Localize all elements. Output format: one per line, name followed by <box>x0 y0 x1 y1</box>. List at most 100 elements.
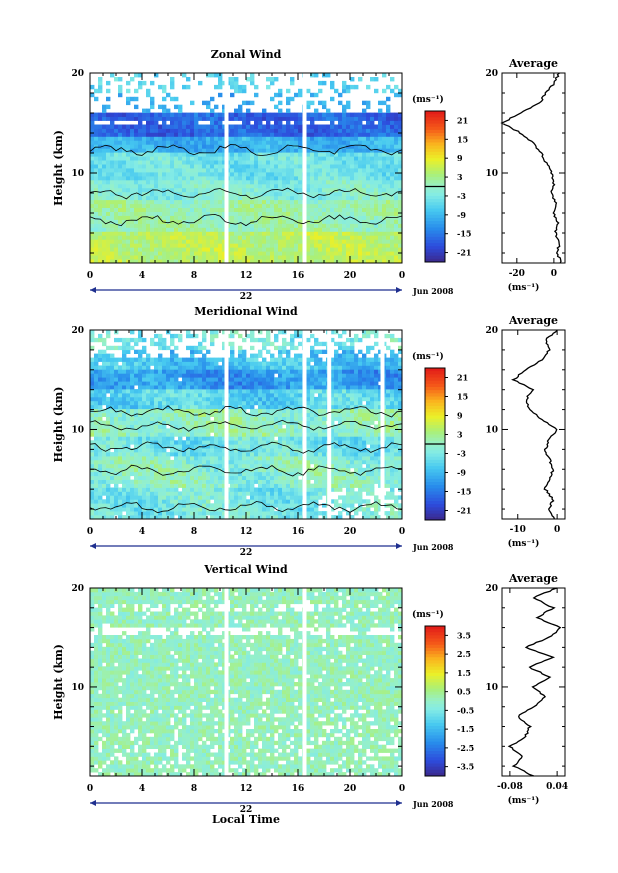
meridional-cell <box>242 515 247 520</box>
meridional-cell <box>202 404 207 410</box>
zonal-colorbar-swatch <box>425 227 445 232</box>
meridional-cell <box>186 507 191 512</box>
zonal-cell <box>326 191 331 197</box>
zonal-cell <box>230 112 235 117</box>
zonal-cell <box>390 255 395 260</box>
zonal-cell <box>150 259 155 264</box>
meridional-cell <box>94 400 99 406</box>
zonal-cell <box>238 112 243 117</box>
zonal-cell <box>170 251 175 256</box>
zonal-cell <box>198 243 203 248</box>
zonal-cell <box>170 203 175 208</box>
zonal-cell <box>154 116 159 121</box>
zonal-cell <box>186 199 191 205</box>
zonal-cell <box>166 116 171 121</box>
zonal-cell <box>346 199 351 205</box>
zonal-cell <box>162 203 167 208</box>
zonal-cell <box>238 128 243 133</box>
meridional-cell <box>186 495 191 500</box>
zonal-cell <box>290 152 295 157</box>
meridional-cell <box>134 396 139 402</box>
meridional-cell <box>114 393 119 398</box>
zonal-cell <box>270 183 275 189</box>
zonal-cell <box>326 251 331 256</box>
meridional-cell <box>170 389 175 394</box>
zonal-cell <box>206 223 211 228</box>
meridional-cell <box>126 448 131 453</box>
meridional-cell <box>218 503 223 508</box>
meridional-cell <box>142 495 147 500</box>
zonal-cell <box>94 255 99 260</box>
zonal-cell <box>102 211 107 216</box>
zonal-cell <box>386 203 391 208</box>
zonal-cell <box>322 104 327 110</box>
zonal-cell <box>98 187 103 193</box>
zonal-cell <box>254 211 259 216</box>
meridional-cell <box>126 412 131 417</box>
meridional-cell <box>218 365 223 370</box>
zonal-cell <box>186 156 191 161</box>
zonal-cell <box>142 128 147 133</box>
zonal-colorbar-swatch <box>425 155 445 159</box>
zonal-cell <box>326 156 331 161</box>
zonal-cell <box>338 172 343 177</box>
zonal-cell <box>214 223 219 228</box>
zonal-cell <box>330 120 335 125</box>
meridional-cell <box>118 456 123 461</box>
zonal-cell <box>326 239 331 244</box>
zonal-cell <box>134 195 139 201</box>
zonal-cell <box>298 140 303 145</box>
zonal-cell <box>358 199 363 205</box>
zonal-cell <box>386 140 391 145</box>
zonal-cell <box>142 243 147 248</box>
meridional-cell <box>214 448 219 453</box>
meridional-cell <box>90 404 95 410</box>
zonal-cell <box>138 243 143 248</box>
zonal-cell <box>310 195 315 201</box>
zonal-cell <box>134 73 139 78</box>
zonal-cell <box>154 73 159 78</box>
zonal-cell <box>382 207 387 212</box>
zonal-cell <box>314 179 319 185</box>
meridional-cell <box>114 491 119 496</box>
zonal-cell <box>146 140 151 145</box>
zonal-cell <box>378 152 383 157</box>
meridional-cell <box>106 369 111 374</box>
zonal-cell <box>146 128 151 133</box>
zonal-cell <box>282 144 287 149</box>
meridional-cell <box>218 436 223 441</box>
zonal-cell <box>378 211 383 216</box>
meridional-cell <box>102 396 107 402</box>
meridional-cell <box>210 385 215 390</box>
zonal-heatmap <box>90 73 403 264</box>
meridional-cell <box>170 428 175 433</box>
meridional-cell <box>146 369 151 374</box>
zonal-cell <box>222 128 227 133</box>
zonal-cell <box>262 215 267 220</box>
zonal-cell <box>390 227 395 232</box>
meridional-cell <box>118 381 123 386</box>
zonal-cell <box>270 195 275 201</box>
meridional-cell <box>122 463 127 469</box>
meridional-cell <box>182 452 187 457</box>
zonal-cell <box>322 235 327 240</box>
meridional-cell <box>210 400 215 406</box>
zonal-cell <box>310 187 315 193</box>
zonal-cell <box>262 116 267 121</box>
meridional-cell <box>122 440 127 445</box>
zonal-cell <box>330 235 335 240</box>
meridional-cell <box>114 436 119 441</box>
zonal-cell <box>98 84 103 90</box>
zonal-cell <box>298 120 303 125</box>
zonal-cell <box>342 259 347 264</box>
meridional-cell <box>166 345 171 351</box>
zonal-cell <box>130 239 135 244</box>
zonal-average-y-label: 20 <box>485 69 498 79</box>
zonal-cell <box>90 235 95 240</box>
meridional-cell <box>126 503 131 508</box>
meridional-cell <box>178 412 183 417</box>
zonal-cell <box>378 136 383 141</box>
meridional-cell <box>178 404 183 410</box>
meridional-cell <box>114 408 119 414</box>
zonal-cell <box>130 156 135 161</box>
